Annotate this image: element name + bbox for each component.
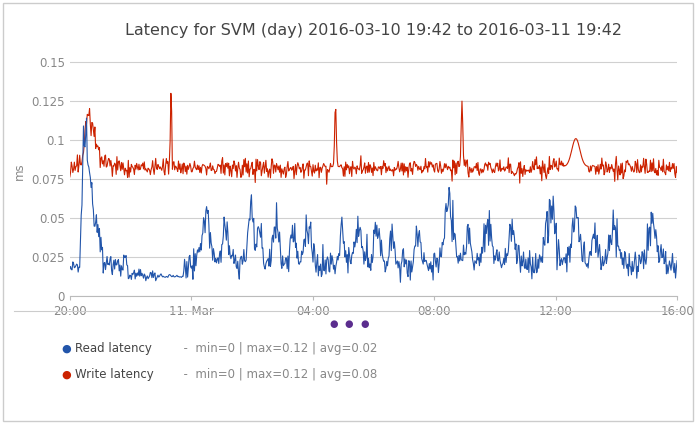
Text: ●: ● bbox=[61, 369, 71, 379]
Text: ●: ● bbox=[360, 319, 369, 329]
Title: Latency for SVM (day) 2016-03-10 19:42 to 2016-03-11 19:42: Latency for SVM (day) 2016-03-10 19:42 t… bbox=[125, 23, 622, 38]
Text: ●: ● bbox=[61, 344, 71, 354]
Text: Read latency: Read latency bbox=[75, 343, 152, 355]
Text: Write latency: Write latency bbox=[75, 368, 154, 381]
Text: ●: ● bbox=[345, 319, 353, 329]
Y-axis label: ms: ms bbox=[13, 162, 26, 180]
Text: -  min=0 | max=0.12 | avg=0.08: - min=0 | max=0.12 | avg=0.08 bbox=[176, 368, 377, 381]
Text: ●: ● bbox=[329, 319, 338, 329]
Text: -  min=0 | max=0.12 | avg=0.02: - min=0 | max=0.12 | avg=0.02 bbox=[176, 343, 378, 355]
